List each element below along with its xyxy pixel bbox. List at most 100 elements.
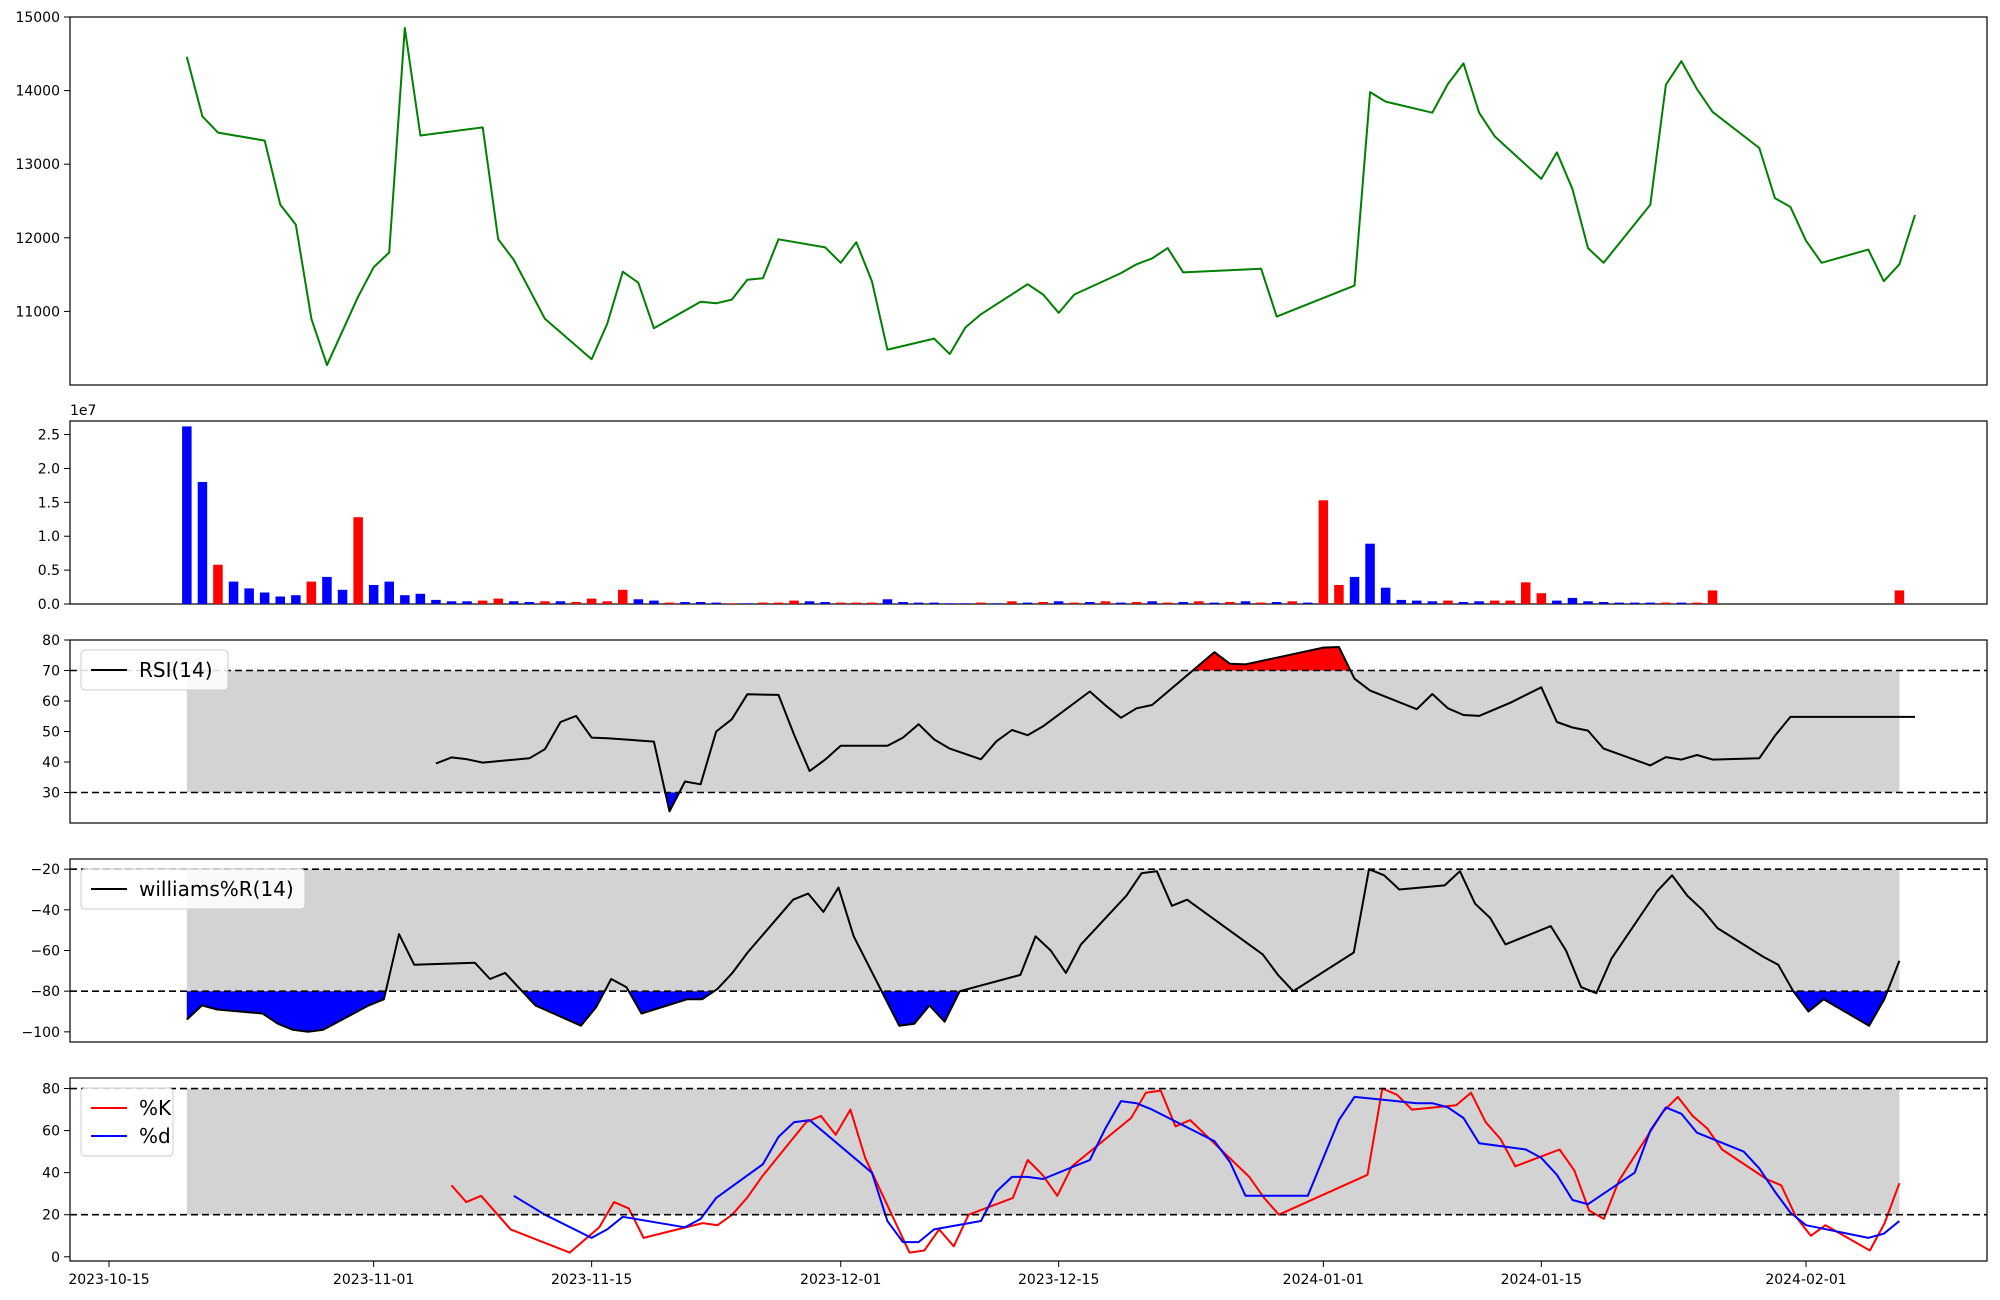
x-tick-label: 2024-02-01 [1765, 1272, 1846, 1288]
price-panel-frame [69, 16, 1988, 386]
volume-bar [882, 599, 893, 604]
volume-bar [1116, 602, 1126, 604]
volume-bar [1038, 602, 1048, 604]
volume-bar [758, 602, 768, 604]
volume-bar [1131, 602, 1142, 604]
volume-bar [1209, 602, 1220, 604]
volume-bar [1303, 602, 1313, 604]
volume-bar [1240, 601, 1251, 604]
volume-bar [602, 601, 612, 604]
price-ytick-label: 15000 [15, 10, 60, 26]
volume-bar [1598, 602, 1609, 604]
volume-bar [446, 601, 457, 604]
volume-bar [291, 595, 301, 604]
volume-bar [664, 602, 675, 604]
x-tick-label: 2024-01-01 [1283, 1272, 1364, 1288]
volume-bar [1692, 602, 1702, 604]
volume-bar [275, 596, 285, 604]
volume-bar [1567, 597, 1578, 604]
stochastic-d-line [513, 1095, 1901, 1244]
volume-bar [1225, 602, 1235, 604]
volume-ytick-label: 2.0 [38, 461, 60, 477]
x-tick-label: 2023-10-15 [68, 1272, 149, 1288]
volume-bar [929, 602, 939, 604]
volume-bar [571, 602, 581, 604]
volume-bar [1630, 602, 1640, 604]
volume-bar [649, 600, 659, 604]
x-tick-label: 2023-12-15 [1018, 1272, 1099, 1288]
rsi-ytick-label: 80 [42, 633, 60, 649]
williams-legend-label: williams%R(14) [139, 877, 294, 901]
stochastic-ytick-label: 40 [42, 1166, 60, 1182]
price-panel: 11000 12000 13000 14000 15000 [15, 10, 1988, 386]
volume-bar [509, 601, 519, 604]
volume-bar [1007, 601, 1017, 604]
volume-bar [976, 602, 986, 604]
rsi-ytick-label: 60 [42, 694, 60, 710]
volume-bar [1676, 602, 1687, 604]
volume-bar [742, 603, 753, 604]
volume-bar [540, 601, 550, 604]
volume-bar [898, 602, 908, 604]
volume-bar [524, 602, 535, 604]
volume-bar [1100, 601, 1111, 604]
x-tick-label: 2024-01-15 [1501, 1272, 1582, 1288]
volume-ytick-label: 0.0 [38, 597, 60, 613]
volume-bar [633, 599, 644, 604]
williams-ytick-label: −60 [30, 944, 60, 960]
volume-bar [1412, 600, 1422, 604]
williams-oversold-fill [628, 991, 715, 1014]
williams-ytick-label: −80 [30, 984, 60, 1000]
volume-bar [1443, 600, 1453, 604]
volume-ytick-label: 0.5 [38, 563, 60, 579]
volume-bar [913, 602, 924, 604]
volume-bar [197, 482, 208, 604]
price-ytick-label: 13000 [15, 157, 60, 173]
volume-bar [1380, 587, 1391, 604]
rsi-ytick-label: 70 [42, 664, 60, 680]
volume-bar [259, 592, 270, 604]
volume-bar [1318, 500, 1329, 604]
volume-bar [228, 581, 239, 604]
volume-bar [1069, 602, 1079, 604]
volume-bar [1505, 600, 1515, 604]
rsi-ytick-label: 30 [42, 786, 60, 802]
rsi-line [435, 646, 1915, 813]
volume-bar [353, 517, 363, 604]
volume-bar [1583, 601, 1593, 604]
stochastic-k-line [450, 1087, 1901, 1254]
volume-bar [322, 576, 332, 604]
price-ytick-label: 12000 [15, 231, 60, 247]
volume-bar [1474, 601, 1484, 604]
rsi-panel: 30 40 50 60 70 80 RSI(14) [42, 633, 1988, 824]
williams-r-panel: −100 −80 −60 −40 −20 williams%R(14) [22, 858, 1988, 1043]
volume-bar [1707, 590, 1718, 604]
volume-bar [1271, 602, 1282, 604]
williams-ytick-label: −100 [22, 1025, 60, 1041]
rsi-legend-label: RSI(14) [139, 658, 213, 682]
volume-bar [711, 602, 721, 604]
williams-legend-box [80, 868, 306, 910]
stochastic-panel: 0 20 40 60 80 %K %d 2023-10-15 2023-11-01 2023-11… [42, 1077, 1988, 1288]
volume-bar [1396, 599, 1406, 604]
volume-bar [462, 601, 472, 604]
volume-bar [1349, 576, 1360, 604]
volume-bar [727, 603, 737, 604]
volume-bar [1085, 602, 1095, 604]
williams-oversold-fill [881, 991, 960, 1026]
volume-bar [820, 602, 830, 604]
volume-bar [1536, 593, 1547, 604]
rsi-ytick-label: 40 [42, 755, 60, 771]
volume-panel: 0.0 0.5 1.0 1.5 2.0 2.5 1e7 [38, 403, 1988, 613]
volume-bar [1022, 602, 1033, 604]
x-tick-label: 2023-12-01 [800, 1272, 881, 1288]
williams-ytick-label: −40 [30, 903, 60, 919]
rsi-neutral-zone [186, 670, 1900, 793]
volume-bar [415, 593, 426, 604]
stochastic-legend-label: %K [139, 1096, 172, 1120]
volume-bar [991, 603, 1002, 604]
volume-bar [213, 564, 223, 604]
stochastic-panel-frame [69, 1077, 1988, 1262]
stochastic-ytick-label: 20 [42, 1208, 60, 1224]
